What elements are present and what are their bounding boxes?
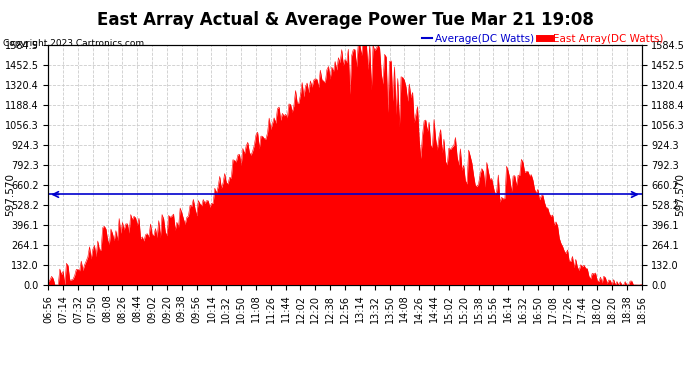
Text: 597.570: 597.570 xyxy=(676,173,685,216)
Text: 597.570: 597.570 xyxy=(5,173,14,216)
Text: Copyright 2023 Cartronics.com: Copyright 2023 Cartronics.com xyxy=(3,39,145,48)
Legend: Average(DC Watts), East Array(DC Watts): Average(DC Watts), East Array(DC Watts) xyxy=(417,30,667,48)
Text: East Array Actual & Average Power Tue Mar 21 19:08: East Array Actual & Average Power Tue Ma… xyxy=(97,11,593,29)
